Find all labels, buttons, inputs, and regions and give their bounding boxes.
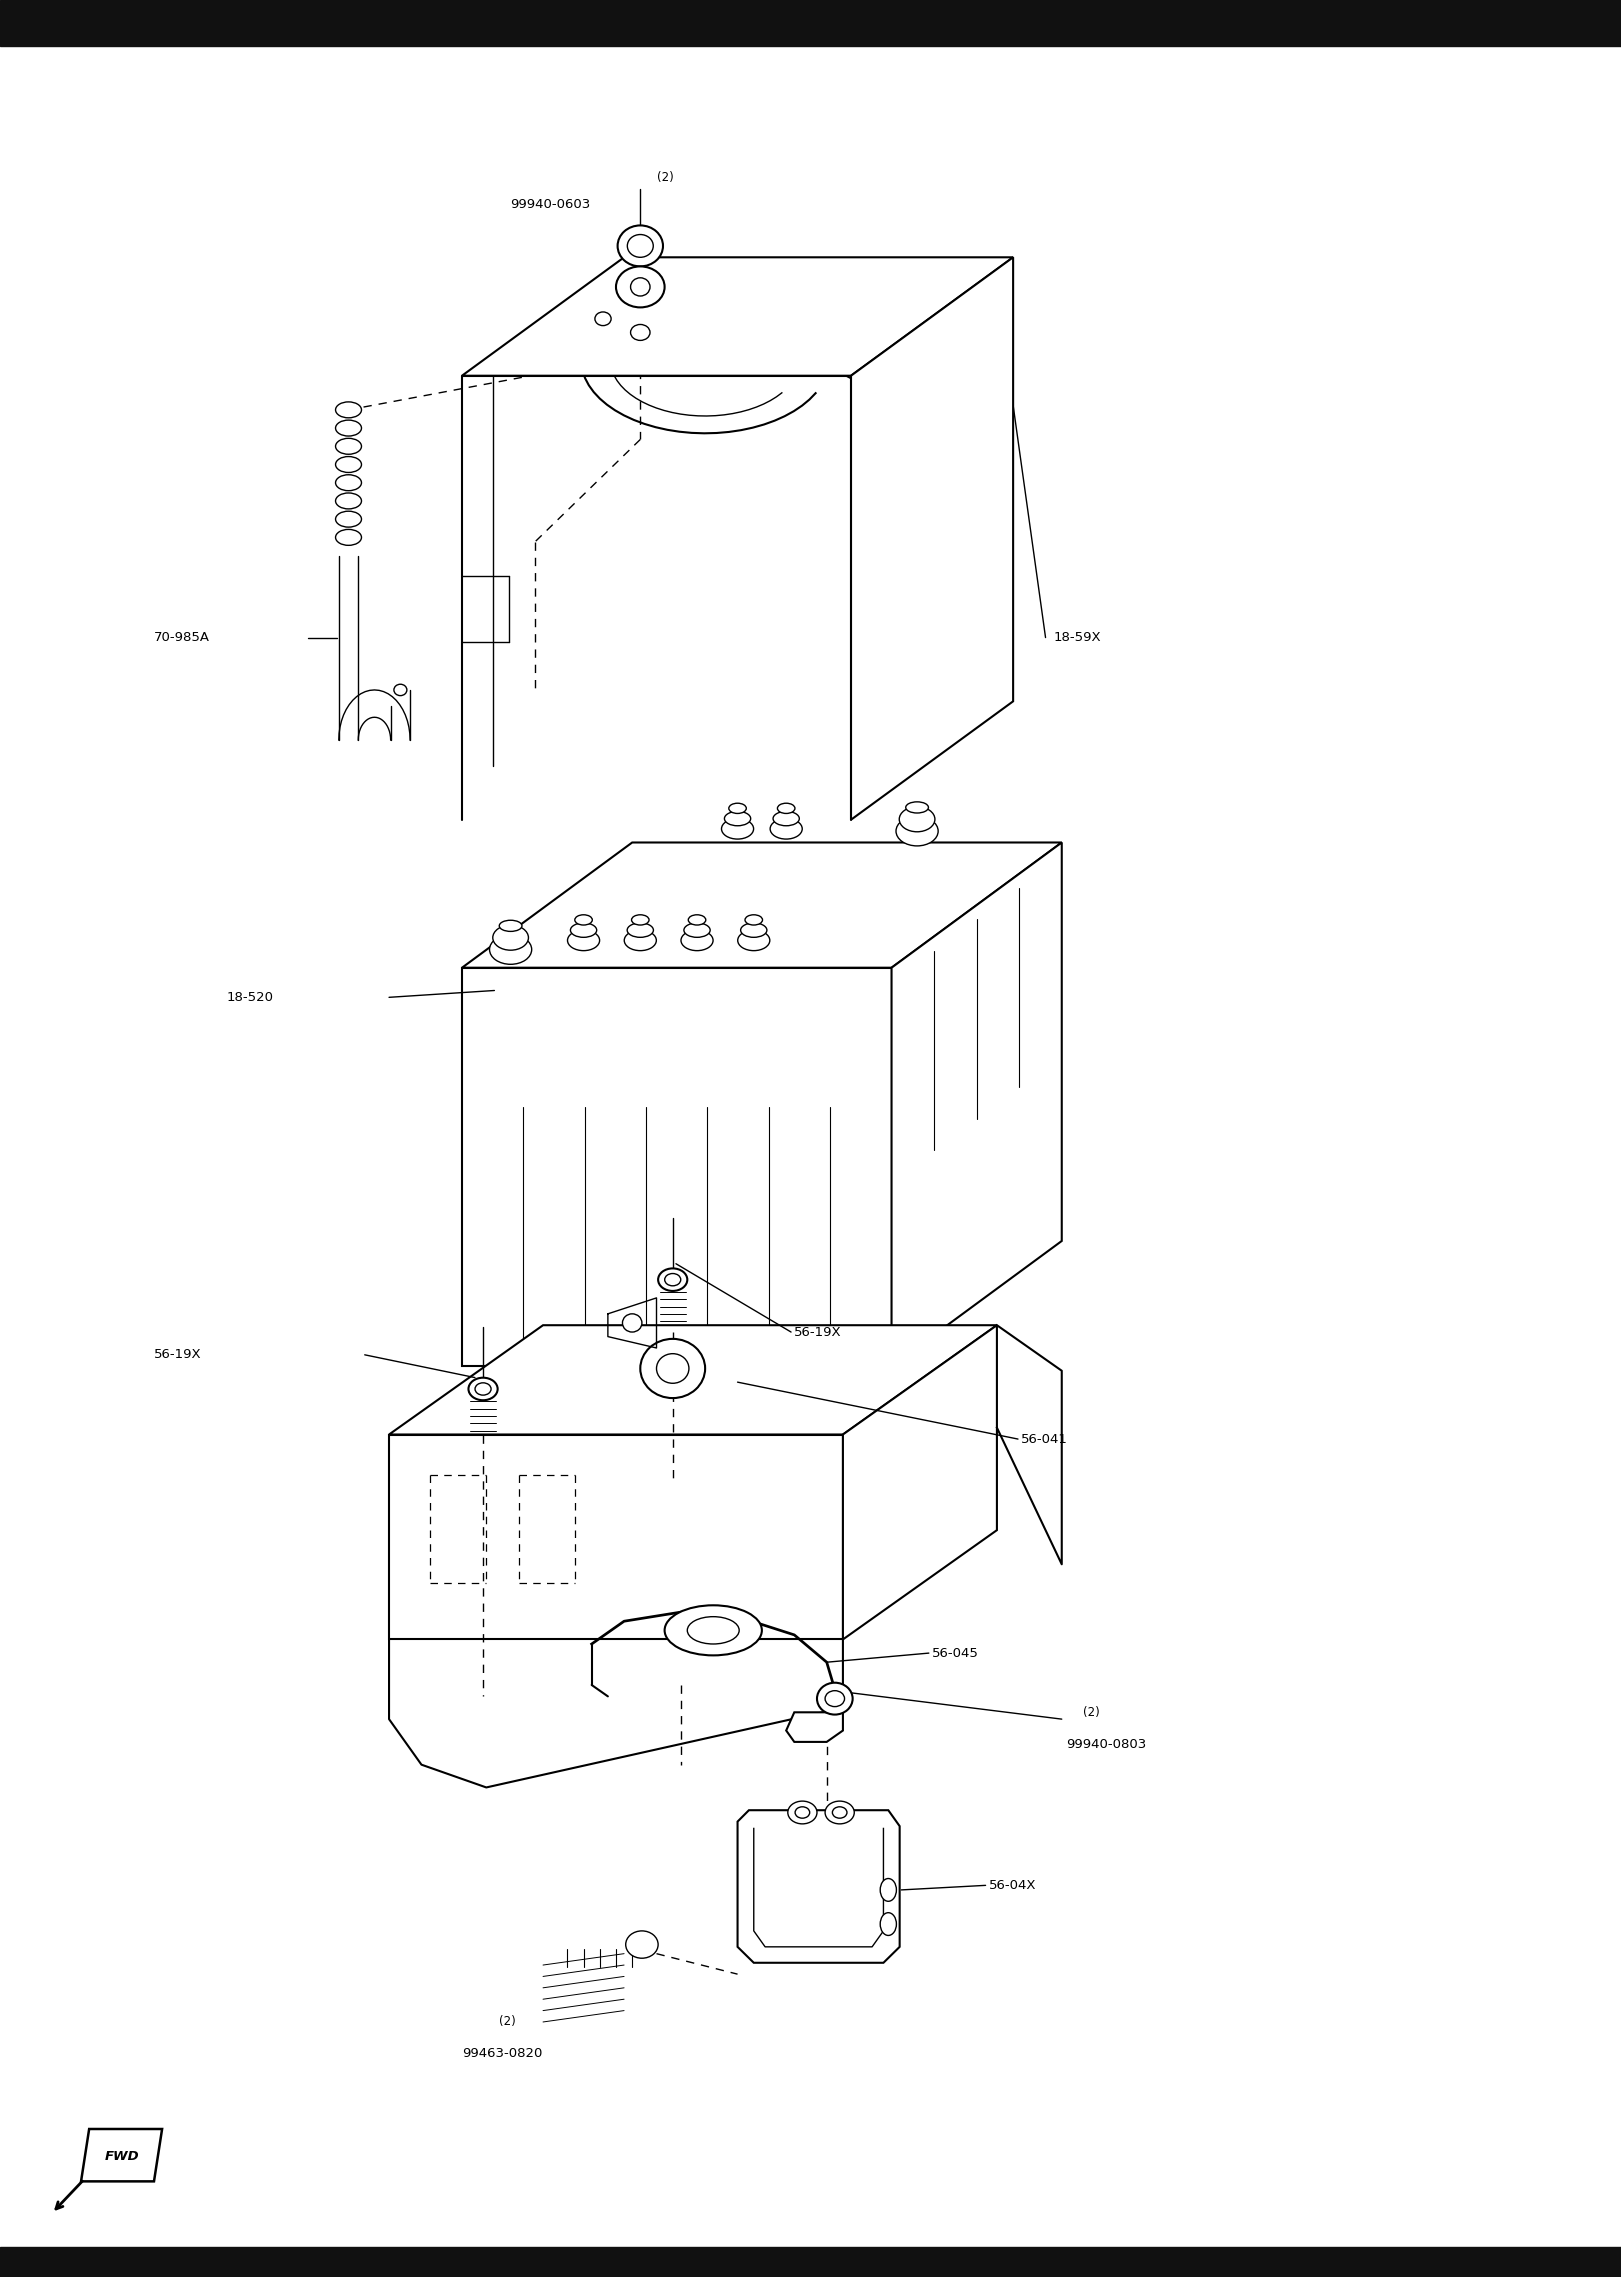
Polygon shape xyxy=(389,1325,997,1435)
Ellipse shape xyxy=(778,804,794,813)
Polygon shape xyxy=(786,1696,843,1742)
Text: (2): (2) xyxy=(657,171,673,184)
Ellipse shape xyxy=(896,815,939,847)
Polygon shape xyxy=(738,1810,900,1963)
Ellipse shape xyxy=(336,476,361,492)
Polygon shape xyxy=(81,2129,162,2181)
Ellipse shape xyxy=(575,915,592,924)
Ellipse shape xyxy=(336,403,361,419)
Ellipse shape xyxy=(618,225,663,266)
Ellipse shape xyxy=(880,1913,896,1935)
Ellipse shape xyxy=(900,806,935,831)
Ellipse shape xyxy=(336,439,361,455)
Text: 18-59X: 18-59X xyxy=(1054,631,1101,644)
Ellipse shape xyxy=(394,683,407,694)
Text: 56-19X: 56-19X xyxy=(794,1325,841,1339)
Ellipse shape xyxy=(640,1339,705,1398)
Ellipse shape xyxy=(499,920,522,931)
Ellipse shape xyxy=(657,1353,689,1382)
Ellipse shape xyxy=(687,1617,739,1644)
Ellipse shape xyxy=(627,235,653,257)
Ellipse shape xyxy=(567,929,600,952)
Ellipse shape xyxy=(729,804,746,813)
Bar xyxy=(0,0,1621,46)
Ellipse shape xyxy=(770,817,802,838)
Text: 56-19X: 56-19X xyxy=(154,1348,201,1362)
Ellipse shape xyxy=(906,802,929,813)
Ellipse shape xyxy=(595,312,611,326)
Bar xyxy=(0,2247,1621,2277)
Ellipse shape xyxy=(817,1683,853,1715)
Ellipse shape xyxy=(631,278,650,296)
Ellipse shape xyxy=(336,512,361,528)
Ellipse shape xyxy=(622,1314,642,1332)
Ellipse shape xyxy=(833,1808,846,1817)
Ellipse shape xyxy=(632,915,648,924)
Ellipse shape xyxy=(741,922,767,938)
Ellipse shape xyxy=(658,1268,687,1291)
Polygon shape xyxy=(851,257,1013,820)
Ellipse shape xyxy=(616,266,665,307)
Text: 56-041: 56-041 xyxy=(1021,1432,1068,1446)
Text: 70-985A: 70-985A xyxy=(154,631,211,644)
Text: 99940-0603: 99940-0603 xyxy=(511,198,592,212)
Ellipse shape xyxy=(794,1808,809,1817)
Text: 56-04X: 56-04X xyxy=(989,1879,1036,1892)
Text: 99463-0820: 99463-0820 xyxy=(462,2047,543,2061)
Ellipse shape xyxy=(490,934,532,965)
Ellipse shape xyxy=(336,494,361,510)
Ellipse shape xyxy=(665,1605,762,1655)
Polygon shape xyxy=(462,257,1013,376)
Ellipse shape xyxy=(880,1879,896,1901)
Text: (2): (2) xyxy=(1083,1705,1099,1719)
Ellipse shape xyxy=(631,323,650,339)
Polygon shape xyxy=(462,842,1062,968)
Ellipse shape xyxy=(721,817,754,838)
Text: 56-030: 56-030 xyxy=(916,317,963,330)
Ellipse shape xyxy=(493,924,528,950)
Ellipse shape xyxy=(825,1801,854,1824)
Ellipse shape xyxy=(475,1382,491,1396)
Ellipse shape xyxy=(571,922,597,938)
Ellipse shape xyxy=(689,915,705,924)
Ellipse shape xyxy=(725,811,751,827)
Polygon shape xyxy=(827,323,867,383)
Ellipse shape xyxy=(665,1273,681,1287)
Ellipse shape xyxy=(738,929,770,952)
Ellipse shape xyxy=(468,1378,498,1400)
Polygon shape xyxy=(389,1435,843,1639)
Text: 56-045: 56-045 xyxy=(932,1646,979,1660)
Polygon shape xyxy=(462,968,892,1366)
Text: 18-520: 18-520 xyxy=(227,990,274,1004)
Ellipse shape xyxy=(746,915,762,924)
Text: 99940-0803: 99940-0803 xyxy=(1067,1737,1148,1751)
Ellipse shape xyxy=(336,419,361,435)
Ellipse shape xyxy=(624,929,657,952)
Text: (2): (2) xyxy=(499,2015,515,2029)
Ellipse shape xyxy=(788,1801,817,1824)
Ellipse shape xyxy=(627,922,653,938)
Ellipse shape xyxy=(773,811,799,827)
Ellipse shape xyxy=(626,1931,658,1958)
Ellipse shape xyxy=(684,922,710,938)
Ellipse shape xyxy=(681,929,713,952)
Polygon shape xyxy=(559,296,597,346)
Ellipse shape xyxy=(336,458,361,474)
Ellipse shape xyxy=(336,528,361,546)
Polygon shape xyxy=(843,1325,997,1639)
Text: FWD: FWD xyxy=(104,2149,139,2163)
Polygon shape xyxy=(892,842,1062,1366)
Ellipse shape xyxy=(825,1690,845,1708)
